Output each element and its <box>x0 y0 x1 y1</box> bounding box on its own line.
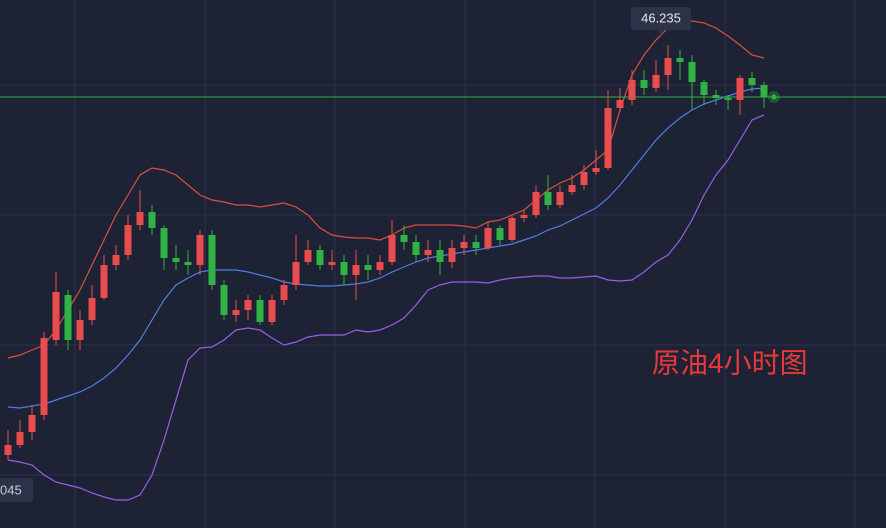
candle-body <box>604 108 612 168</box>
candle-body <box>16 432 24 445</box>
candle-body <box>628 80 636 100</box>
candle-body <box>148 212 156 228</box>
candle-body <box>64 295 72 340</box>
candle-body <box>316 250 324 265</box>
candle-body <box>256 300 264 322</box>
candle-body <box>400 235 408 242</box>
candle-body <box>76 320 84 340</box>
candle-body <box>196 235 204 265</box>
candle-body <box>208 235 216 285</box>
band-line <box>7 20 765 359</box>
candle-body <box>700 82 708 95</box>
candle-body <box>88 298 96 320</box>
candle-body <box>220 285 228 315</box>
candle-body <box>508 218 516 240</box>
candle-body <box>40 338 48 415</box>
band-line <box>7 114 765 501</box>
candle-body <box>712 95 720 98</box>
candle-body <box>292 262 300 285</box>
candle-body <box>388 235 396 262</box>
candle-body <box>568 185 576 192</box>
candle-body <box>364 265 372 270</box>
last-price-dot <box>771 94 777 100</box>
candle-body <box>472 242 480 248</box>
candle-body <box>352 265 360 275</box>
price-tag-box <box>0 478 33 502</box>
candle-body <box>544 192 552 205</box>
candle-body <box>760 85 768 97</box>
candle-body <box>556 192 564 205</box>
candle-body <box>328 262 336 265</box>
candle-body <box>124 225 132 255</box>
candle-body <box>412 242 420 255</box>
candle-body <box>532 192 540 215</box>
candle-body <box>184 262 192 265</box>
candle-body <box>748 78 756 85</box>
high-tag: 46.235 <box>641 10 681 25</box>
candle-body <box>496 228 504 240</box>
candle-body <box>28 415 36 432</box>
candle-body <box>460 242 468 248</box>
candle-body <box>688 62 696 82</box>
candle-body <box>304 250 312 262</box>
candle-body <box>232 310 240 315</box>
candle-body <box>112 255 120 265</box>
annotation: 原油4小时图 <box>652 347 808 378</box>
high-tag-box <box>631 7 691 30</box>
candle-body <box>676 58 684 62</box>
candle-body <box>100 265 108 298</box>
candle-body <box>172 258 180 262</box>
price-tag: 045 <box>0 482 22 497</box>
candle-body <box>640 80 648 88</box>
candle-body <box>724 98 732 100</box>
candle-body <box>280 285 288 300</box>
candle-body <box>580 172 588 185</box>
plot: 46.235 <box>0 7 886 501</box>
candle-body <box>4 445 12 455</box>
candle-body <box>520 215 528 218</box>
high-tag-pointer <box>657 30 665 35</box>
candle-body <box>376 262 384 270</box>
candle-body <box>652 75 660 88</box>
candle-body <box>436 250 444 262</box>
candle-body <box>340 262 348 275</box>
candle-body <box>160 228 168 258</box>
candle-body <box>244 300 252 310</box>
candle-body <box>592 168 600 172</box>
candle-body <box>736 78 744 100</box>
candle-body <box>424 250 432 255</box>
candle-body <box>484 228 492 248</box>
candle-body <box>448 248 456 262</box>
band-line <box>7 87 765 409</box>
candle-body <box>136 212 144 225</box>
candle-body <box>616 100 624 108</box>
candle-body <box>268 300 276 322</box>
candle-body <box>52 292 60 340</box>
candle-body <box>664 58 672 75</box>
